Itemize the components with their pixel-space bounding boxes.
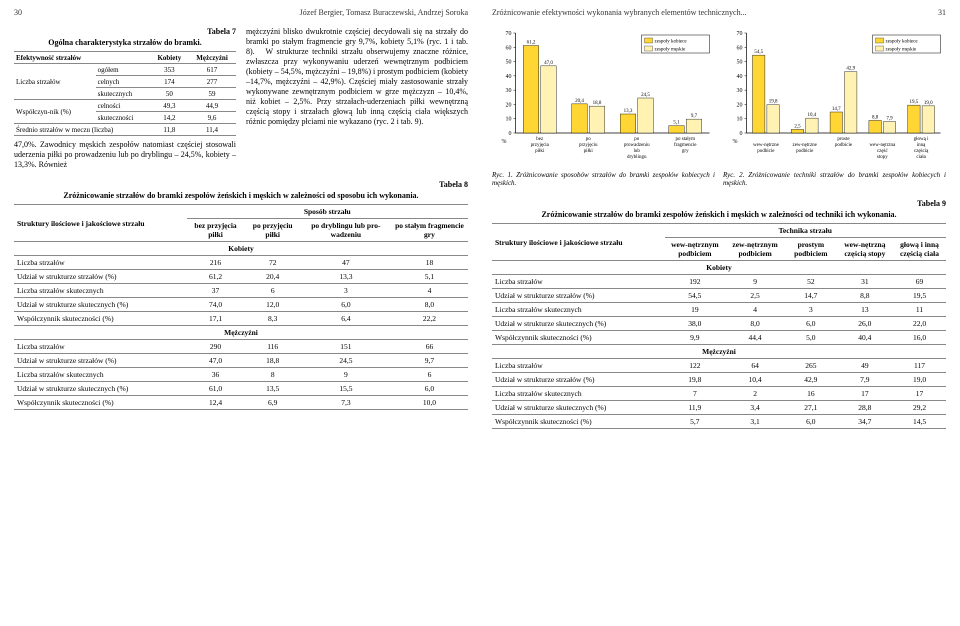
svg-text:piłki: piłki bbox=[535, 149, 545, 154]
svg-text:40: 40 bbox=[506, 74, 512, 80]
chart2-box: 010203040506070%54,519,8wew-nętrznepodbi… bbox=[723, 27, 946, 187]
svg-text:po: po bbox=[634, 137, 640, 142]
svg-text:19,8: 19,8 bbox=[769, 100, 778, 105]
svg-text:podbicie: podbicie bbox=[835, 143, 853, 148]
svg-text:30: 30 bbox=[737, 88, 743, 94]
text-left: 47,0%. Zawodnicy męskich zespołów natomi… bbox=[14, 140, 236, 170]
svg-text:0: 0 bbox=[740, 131, 743, 137]
svg-text:lub: lub bbox=[634, 149, 641, 154]
svg-text:2,5: 2,5 bbox=[794, 124, 801, 129]
svg-text:7,9: 7,9 bbox=[886, 117, 893, 122]
svg-text:60: 60 bbox=[506, 45, 512, 51]
svg-text:inną: inną bbox=[917, 143, 926, 148]
tabela9-wrap: Tabela 9 Zróżnicowanie strzałów do bramk… bbox=[492, 199, 946, 429]
svg-text:19,0: 19,0 bbox=[924, 101, 933, 106]
svg-text:10: 10 bbox=[737, 117, 743, 123]
svg-text:70: 70 bbox=[506, 31, 512, 37]
svg-text:zespoły męskie: zespoły męskie bbox=[886, 48, 917, 53]
tabela9: Struktury ilościowe i jakościowe strzału… bbox=[492, 223, 946, 429]
svg-text:zespoły męskie: zespoły męskie bbox=[655, 48, 686, 53]
svg-text:8,8: 8,8 bbox=[872, 115, 879, 120]
svg-text:piłki: piłki bbox=[584, 149, 594, 154]
header-right: Zróżnicowanie efektywności wykonania wyb… bbox=[492, 8, 946, 17]
charts-row: 010203040506070%61,247,0bezprzyjęciapiłk… bbox=[492, 27, 946, 187]
svg-text:fragmencie: fragmencie bbox=[674, 143, 697, 148]
tabela8: Struktury ilościowe i jakościowe strzału… bbox=[14, 204, 468, 410]
page-left: 30 Józef Bergier, Tomasz Buraczewski, An… bbox=[0, 0, 478, 418]
col-table7: Tabela 7 Ogólna charakterystyka strzałów… bbox=[14, 27, 236, 170]
svg-text:prowadzeniu: prowadzeniu bbox=[624, 143, 650, 148]
svg-text:stopy: stopy bbox=[877, 155, 888, 160]
svg-text:głową i: głową i bbox=[914, 137, 929, 142]
svg-text:61,2: 61,2 bbox=[527, 41, 536, 46]
svg-text:bez: bez bbox=[536, 137, 544, 142]
svg-text:po stałym: po stałym bbox=[675, 137, 695, 142]
tabela7-label: Tabela 7 bbox=[14, 27, 236, 36]
svg-text:18,8: 18,8 bbox=[593, 101, 602, 106]
title-right: Zróżnicowanie efektywności wykonania wyb… bbox=[492, 8, 747, 17]
chart2: 010203040506070%54,519,8wew-nętrznepodbi… bbox=[723, 27, 946, 167]
svg-text:5,1: 5,1 bbox=[673, 121, 680, 126]
svg-text:%: % bbox=[733, 139, 738, 145]
tabela7: Efektywność strzałówKobietyMężczyźni Lic… bbox=[14, 51, 236, 136]
tabela8-title: Zróżnicowanie strzałów do bramki zespołó… bbox=[14, 191, 468, 200]
tabela8-label: Tabela 8 bbox=[14, 180, 468, 189]
svg-text:gry: gry bbox=[682, 149, 689, 154]
svg-text:część: część bbox=[877, 149, 889, 154]
svg-text:po: po bbox=[586, 137, 592, 142]
svg-text:przyjęcia: przyjęcia bbox=[531, 143, 550, 148]
svg-text:14,7: 14,7 bbox=[832, 107, 841, 112]
page-right: Zróżnicowanie efektywności wykonania wyb… bbox=[482, 0, 960, 437]
svg-text:30: 30 bbox=[506, 88, 512, 94]
svg-text:50: 50 bbox=[737, 60, 743, 66]
svg-text:przyjęciu: przyjęciu bbox=[579, 143, 598, 148]
svg-text:40: 40 bbox=[737, 74, 743, 80]
svg-text:podbicie: podbicie bbox=[796, 149, 814, 154]
svg-text:%: % bbox=[502, 139, 507, 145]
svg-text:70: 70 bbox=[737, 31, 743, 37]
authors: Józef Bergier, Tomasz Buraczewski, Andrz… bbox=[300, 8, 468, 17]
svg-text:dryblingu: dryblingu bbox=[627, 155, 647, 160]
svg-text:częścią: częścią bbox=[914, 149, 929, 154]
tabela9-label: Tabela 9 bbox=[492, 199, 946, 208]
text-mid: mężczyźni blisko dwukrotnie częściej dec… bbox=[246, 27, 468, 127]
svg-text:9,7: 9,7 bbox=[691, 114, 698, 119]
svg-text:50: 50 bbox=[506, 60, 512, 66]
svg-text:19,5: 19,5 bbox=[910, 100, 919, 105]
svg-text:47,0: 47,0 bbox=[544, 61, 553, 66]
svg-text:20: 20 bbox=[506, 102, 512, 108]
svg-text:wew-nętrzna: wew-nętrzna bbox=[869, 143, 896, 148]
page-number-right: 31 bbox=[938, 8, 946, 17]
tabela7-title: Ogólna charakterystyka strzałów do bramk… bbox=[14, 38, 236, 47]
svg-text:60: 60 bbox=[737, 45, 743, 51]
top-columns: Tabela 7 Ogólna charakterystyka strzałów… bbox=[14, 27, 468, 170]
svg-text:24,5: 24,5 bbox=[641, 93, 650, 98]
svg-text:10: 10 bbox=[506, 117, 512, 123]
svg-text:podbicie: podbicie bbox=[757, 149, 775, 154]
tabela9-title: Zróżnicowanie strzałów do bramki zespołó… bbox=[492, 210, 946, 219]
chart1-box: 010203040506070%61,247,0bezprzyjęciapiłk… bbox=[492, 27, 715, 187]
header-left: 30 Józef Bergier, Tomasz Buraczewski, An… bbox=[14, 8, 468, 17]
svg-text:zespoły kobiece: zespoły kobiece bbox=[655, 40, 688, 45]
page-number-left: 30 bbox=[14, 8, 22, 17]
svg-text:0: 0 bbox=[509, 131, 512, 137]
svg-text:10,4: 10,4 bbox=[808, 113, 817, 118]
svg-text:zew-nętrzne: zew-nętrzne bbox=[792, 143, 817, 148]
svg-text:zespoły kobiece: zespoły kobiece bbox=[886, 40, 919, 45]
chart2-caption: Ryc. 2. Zróżnicowanie techniki strzałów … bbox=[723, 171, 946, 187]
svg-text:13,3: 13,3 bbox=[624, 109, 633, 114]
svg-text:wew-nętrzne: wew-nętrzne bbox=[753, 143, 780, 148]
svg-text:proste: proste bbox=[837, 137, 850, 142]
col-text: mężczyźni blisko dwukrotnie częściej dec… bbox=[246, 27, 468, 170]
svg-text:20: 20 bbox=[737, 102, 743, 108]
svg-text:ciała: ciała bbox=[916, 155, 926, 160]
svg-text:20,4: 20,4 bbox=[575, 99, 584, 104]
tabela8-wrap: Tabela 8 Zróżnicowanie strzałów do bramk… bbox=[14, 180, 468, 410]
chart1: 010203040506070%61,247,0bezprzyjęciapiłk… bbox=[492, 27, 715, 167]
chart1-caption: Ryc. 1. Zróżnicowanie sposobów strzałów … bbox=[492, 171, 715, 187]
svg-text:54,5: 54,5 bbox=[754, 50, 763, 55]
svg-text:42,9: 42,9 bbox=[846, 67, 855, 72]
